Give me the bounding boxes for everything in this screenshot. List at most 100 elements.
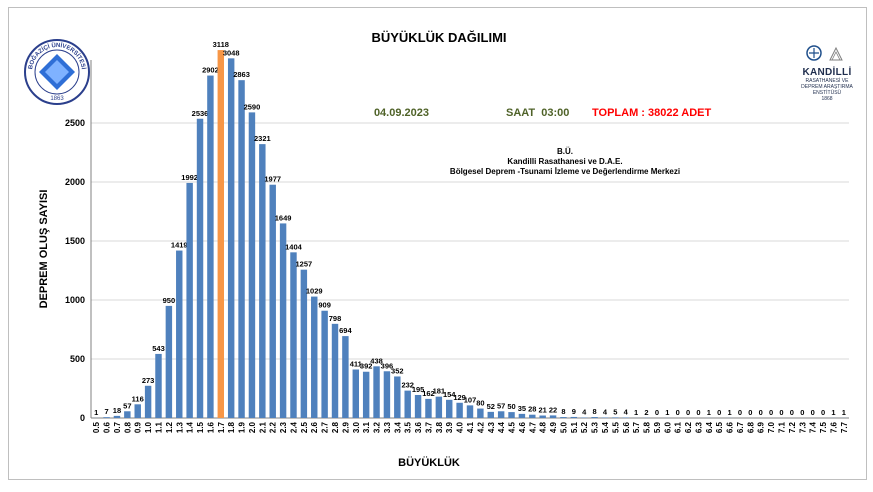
data-label: 0: [676, 408, 680, 417]
data-label: 2902: [202, 66, 219, 75]
x-tick-label: 6.6: [726, 421, 735, 433]
bar: [238, 80, 245, 418]
data-label: 1419: [171, 241, 188, 250]
data-label: 1: [707, 408, 711, 417]
kandilli-sub1: RASATHANESİ VE: [805, 78, 849, 84]
data-label: 9: [572, 407, 576, 416]
time-label: SAAT 03:00: [506, 107, 569, 119]
x-tick-label: 2.7: [321, 421, 330, 433]
y-tick-label: 2500: [65, 118, 85, 128]
data-label: 0: [800, 408, 804, 417]
data-label: 273: [142, 376, 155, 385]
data-label: 8: [561, 407, 565, 416]
data-label: 1649: [275, 213, 292, 222]
data-label: 0: [821, 408, 825, 417]
bar: [466, 405, 474, 418]
x-tick-label: 5.4: [601, 421, 610, 433]
x-tick-label: 5.8: [643, 421, 652, 433]
bogazici-logo: BOĞAZİÇİ ÜNİVERSİTESİ 1863: [23, 38, 91, 111]
x-tick-label: 0.9: [134, 421, 143, 433]
data-label: 0: [717, 408, 721, 417]
bar: [529, 414, 536, 418]
x-tick-label: 4.2: [476, 421, 485, 433]
data-label: 52: [487, 402, 495, 411]
bar: [124, 411, 131, 418]
kandilli-logo: KANDİLLİ RASATHANESİ VE DEPREM ARAŞTIRMA…: [787, 44, 867, 102]
bar: [539, 415, 546, 418]
bar: [290, 252, 297, 418]
data-label: 181: [433, 387, 446, 396]
bar: [497, 411, 505, 418]
data-label: 2321: [254, 134, 271, 143]
data-label: 352: [391, 366, 404, 375]
x-tick-label: 6.5: [715, 421, 724, 433]
data-label: 57: [497, 401, 505, 410]
bar: [560, 417, 567, 418]
data-label: 3118: [213, 40, 229, 49]
data-label: 129: [453, 393, 466, 402]
x-tick-label: 1.0: [144, 421, 153, 433]
data-label: 7: [104, 407, 108, 416]
x-tick-label: 5.7: [632, 421, 641, 433]
data-label: 2590: [244, 102, 261, 111]
y-tick-label: 0: [80, 413, 85, 423]
y-tick-label: 1000: [65, 295, 85, 305]
x-tick-label: 1.3: [175, 421, 184, 433]
x-tick-label: 0.8: [123, 421, 132, 433]
x-tick-label: 2.1: [258, 421, 267, 433]
bar: [383, 371, 391, 418]
data-label: 1977: [264, 175, 281, 184]
data-label: 0: [769, 408, 773, 417]
data-label: 22: [549, 405, 557, 414]
x-tick-label: 1.6: [206, 421, 215, 433]
x-tick-label: 3.8: [435, 421, 444, 433]
data-label: 392: [360, 362, 373, 371]
x-tick-label: 3.0: [352, 421, 361, 433]
data-label: 438: [370, 356, 383, 365]
x-tick-label: 6.7: [736, 421, 745, 433]
data-label: 0: [696, 408, 700, 417]
bar: [425, 398, 432, 418]
x-tick-label: 2.4: [289, 421, 298, 433]
x-tick-label: 5.0: [559, 421, 568, 433]
bar: [165, 305, 173, 418]
bar: [227, 58, 235, 418]
bar: [612, 417, 619, 418]
data-label: 396: [381, 361, 394, 370]
x-tick-label: 5.9: [653, 421, 662, 433]
x-tick-label: 1.7: [217, 421, 226, 433]
bar: [217, 50, 225, 419]
bar: [259, 144, 266, 418]
bar: [342, 336, 349, 418]
data-label: 909: [318, 301, 331, 310]
bar: [394, 376, 401, 418]
x-tick-label: 4.6: [518, 421, 527, 433]
bar: [331, 323, 339, 418]
kandilli-sub2: DEPREM ARAŞTIRMA: [801, 84, 853, 90]
chart-title: BÜYÜKLÜK DAĞILIMI: [371, 30, 506, 45]
x-tick-label: 6.0: [663, 421, 672, 433]
x-tick-label: 2.9: [341, 421, 350, 433]
data-label: 4: [624, 408, 629, 417]
x-tick-label: 5.5: [611, 421, 620, 433]
data-label: 1: [634, 408, 638, 417]
org-line-3: Bölgesel Deprem -Tsunami İzleme ve Değer…: [450, 167, 680, 176]
data-label: 21: [539, 406, 547, 415]
x-tick-label: 1.4: [186, 421, 195, 433]
bar: [549, 415, 557, 418]
kandilli-emblem-icon: [806, 45, 843, 61]
data-label: 1257: [296, 260, 313, 269]
x-tick-label: 6.9: [757, 421, 766, 433]
x-tick-label: 5.6: [622, 421, 631, 433]
bar: [207, 75, 214, 419]
bar: [487, 411, 494, 418]
x-tick-label: 1.1: [154, 421, 163, 433]
data-label: 8: [593, 407, 597, 416]
org-line-2: Kandilli Rasathanesi ve D.A.E.: [507, 157, 622, 166]
data-label: 0: [779, 408, 783, 417]
y-tick-label: 1500: [65, 236, 85, 246]
data-label: 107: [464, 395, 477, 404]
total-label: TOPLAM : 38022 ADET: [592, 107, 711, 119]
bar: [311, 296, 318, 418]
x-tick-label: 2.3: [279, 421, 288, 433]
